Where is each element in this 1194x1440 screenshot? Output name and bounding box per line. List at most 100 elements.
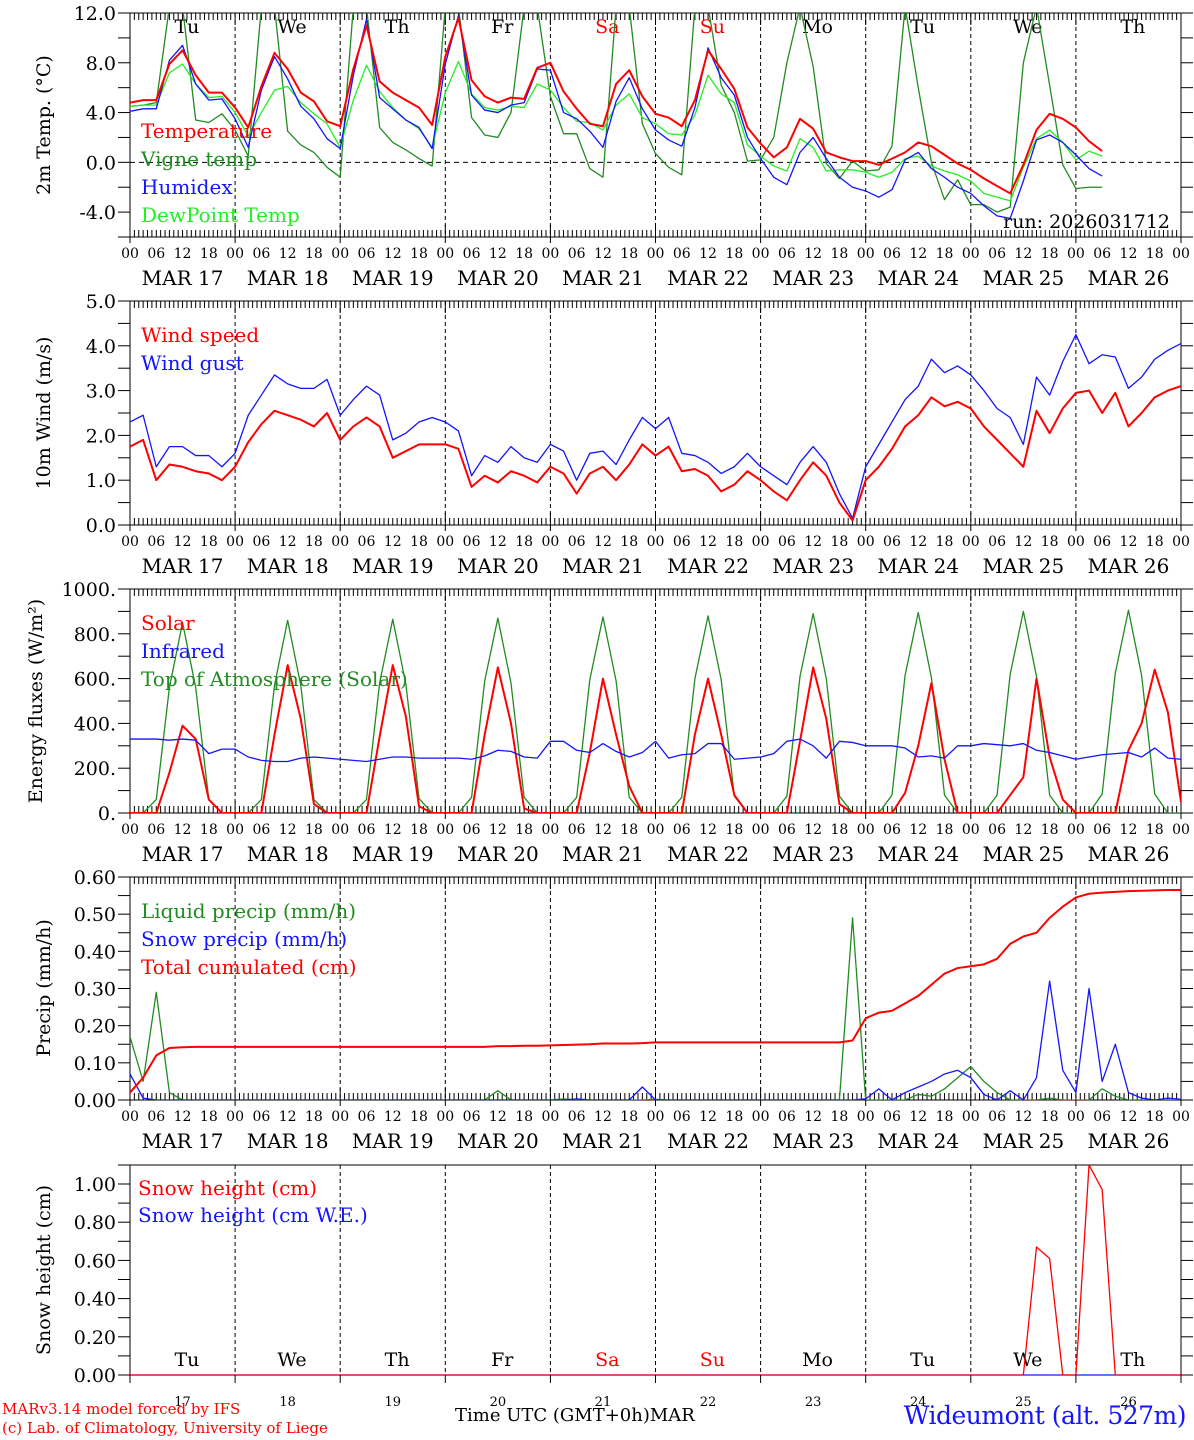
x-hour-label: 06 [568,246,586,262]
x-hour-label: 00 [647,1109,665,1125]
x-hour-label: 12 [489,534,507,550]
x-hour-label: 12 [1120,534,1138,550]
legend-entry: Temperature [141,119,272,143]
x-hour-label: 06 [883,246,901,262]
y-tick-label: 0.00 [74,1365,116,1387]
x-hour-label: 12 [594,822,612,838]
x-hour-label: 12 [279,246,297,262]
series-line-wind-speed [130,385,1181,522]
copyright-credit: (c) Lab. of Climatology, University of L… [2,1419,328,1437]
x-hour-label: 12 [699,534,717,550]
series-line-vigne-temp [130,13,1103,213]
legend-entry: Snow height (cm W.E.) [138,1203,368,1227]
x-hour-label: 06 [463,246,481,262]
x-date-label: MAR 24 [877,1129,959,1153]
legend-entry: DewPoint Temp [141,203,300,227]
x-hour-label: 06 [463,1109,481,1125]
x-hour-label: 00 [752,534,770,550]
x-hour-label: 00 [541,1109,559,1125]
x-hour-label: 18 [831,822,849,838]
x-hour-label: 12 [1120,822,1138,838]
weekday-label: We [1013,16,1042,38]
x-hour-label: 06 [883,534,901,550]
x-hour-label: 06 [988,822,1006,838]
series-group [130,889,1181,1100]
x-date-label: MAR 23 [772,842,854,866]
x-hour-label: 18 [410,1109,428,1125]
x-day-number: 22 [700,1395,717,1410]
x-hour-label: 06 [147,822,165,838]
x-hour-label: 06 [673,246,691,262]
legend-entry: Solar [141,611,195,635]
x-hour-label: 06 [778,534,796,550]
x-date-label: MAR 17 [142,266,224,290]
x-date-label: MAR 19 [352,266,434,290]
x-hour-label: 06 [778,246,796,262]
x-hour-label: 18 [936,534,954,550]
x-hour-label: 18 [200,246,218,262]
x-hour-label: 12 [804,822,822,838]
x-hour-label: 06 [252,822,270,838]
x-hour-label: 18 [305,246,323,262]
x-hour-label: 06 [252,246,270,262]
x-hour-label: 06 [1093,246,1111,262]
x-hour-label: 12 [279,1109,297,1125]
x-date-label: MAR 22 [667,554,749,578]
x-hour-label: 12 [909,822,927,838]
y-tick-label: 2.0 [86,425,116,447]
x-hour-label: 06 [1093,822,1111,838]
series-group [130,609,1181,813]
x-hour-label: 18 [725,246,743,262]
x-hour-label: 18 [620,1109,638,1125]
x-hour-label: 12 [594,534,612,550]
x-minor-ticks [129,13,1182,243]
x-hour-label: 12 [279,822,297,838]
x-date-label: MAR 18 [247,842,329,866]
y-tick-label: 0.50 [74,904,116,926]
x-hour-label: 12 [699,246,717,262]
x-hour-label: 18 [1041,822,1059,838]
x-hour-label: 00 [436,1109,454,1125]
series-line-infrared [130,738,1181,763]
x-hour-label: 00 [857,1109,875,1125]
x-hour-label: 00 [121,534,139,550]
x-hour-label: 18 [1041,246,1059,262]
x-day-number: 20 [490,1395,507,1410]
x-date-label: MAR 23 [772,1129,854,1153]
legend-entry: Top of Atmosphere (Solar) [141,667,408,691]
x-hour-label: 12 [804,534,822,550]
y-tick-label: 5.0 [86,291,116,313]
x-hour-label: 18 [725,534,743,550]
x-hour-label: 00 [1067,822,1085,838]
x-hour-label: 00 [752,246,770,262]
weekday-label: Sa [595,16,619,38]
x-hour-label: 18 [410,246,428,262]
x-hour-label: 00 [541,246,559,262]
x-hour-label: 00 [331,534,349,550]
x-date-label: MAR 24 [877,554,959,578]
x-hour-label: 06 [147,534,165,550]
x-date-label: MAR 25 [982,554,1064,578]
legend-entry: Total cumulated (cm) [141,955,357,979]
y-tick-label: 800. [74,624,116,646]
x-hour-label: 18 [831,1109,849,1125]
series-line-top-of-atmosphere-solar- [130,609,1181,813]
month-label: MAR [649,1405,695,1426]
y-axis-label: Energy fluxes (W/m²) [25,599,47,803]
x-hour-label: 18 [620,534,638,550]
y-tick-label: 0.30 [74,979,116,1001]
weekday-label: Fr [491,16,514,38]
x-hour-label: 18 [515,822,533,838]
x-hour-label: 12 [174,1109,192,1125]
panel-4: 0.60 0.50 0.40 0.30 0.20 0.10 0.00 00 06 12 18 MAR … [33,867,1193,1153]
x-hour-label: 12 [804,246,822,262]
x-hour-label: 12 [594,1109,612,1125]
y-tick-label: 4.0 [86,103,116,125]
weekday-label: Fr [491,1349,514,1371]
x-hour-label: 18 [200,822,218,838]
x-hour-label: 00 [226,1109,244,1125]
x-hour-label: 18 [620,822,638,838]
legend-entry: Snow precip (mm/h) [141,927,347,951]
y-tick-label: 0.00 [74,1090,116,1112]
x-hour-label: 00 [1172,1109,1190,1125]
